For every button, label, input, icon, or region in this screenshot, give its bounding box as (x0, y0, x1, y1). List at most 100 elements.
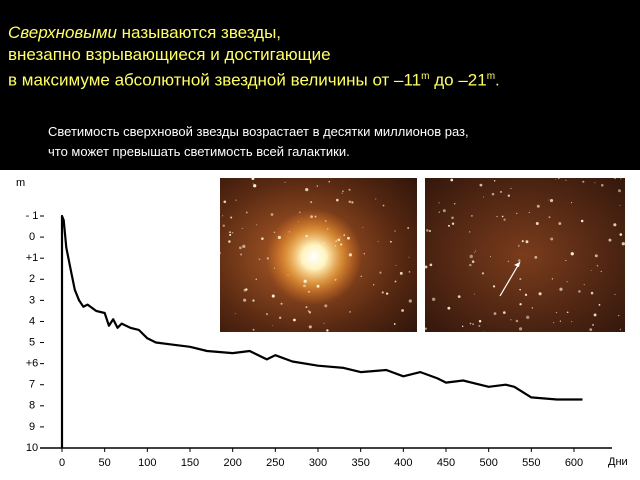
star (555, 178, 557, 180)
star (252, 328, 255, 331)
star (258, 258, 261, 261)
star (621, 242, 625, 246)
star (229, 231, 231, 234)
star (342, 190, 344, 193)
star (451, 216, 454, 220)
star (524, 293, 528, 296)
heading-line: Сверхновыми называются звезды, (8, 22, 500, 44)
superscript: m (486, 71, 496, 82)
star (329, 264, 331, 266)
heading-text: в максимуме абсолютной звездной величины… (8, 70, 422, 90)
star (519, 303, 522, 306)
superscript: m (421, 71, 430, 82)
star (507, 194, 510, 197)
star (394, 230, 396, 232)
star (583, 284, 585, 286)
star (593, 313, 597, 317)
star (266, 257, 269, 260)
star (238, 246, 242, 250)
star (483, 331, 485, 333)
star (375, 198, 377, 200)
star (472, 323, 474, 325)
star (308, 261, 312, 265)
star (324, 220, 327, 222)
star (337, 238, 341, 242)
star (570, 252, 574, 256)
star (381, 291, 384, 294)
star (519, 288, 521, 291)
star (271, 294, 275, 298)
star (231, 232, 234, 234)
star (525, 240, 529, 244)
star (474, 251, 476, 253)
star (429, 263, 433, 267)
star (373, 284, 375, 286)
star (305, 306, 308, 309)
star (256, 224, 258, 226)
star (580, 219, 584, 223)
star (496, 215, 498, 218)
star (222, 215, 224, 217)
star (493, 312, 497, 315)
star (559, 320, 562, 322)
note: Светимость сверхновой звезды возрастает … (48, 122, 469, 162)
star (235, 199, 237, 201)
star (389, 240, 392, 243)
star (450, 178, 454, 182)
star (252, 183, 254, 185)
star (517, 244, 520, 247)
star (303, 284, 306, 288)
light-curve (60, 214, 583, 448)
star (499, 190, 503, 194)
star (326, 329, 329, 332)
y-tick-label: 4 (29, 315, 35, 327)
x-tick-label: 600 (565, 457, 583, 469)
x-tick-label: 250 (266, 457, 284, 469)
star (469, 263, 472, 267)
y-tick-label: +6 (26, 358, 39, 370)
star (503, 218, 506, 221)
star (343, 234, 345, 236)
star (273, 267, 276, 269)
star (424, 265, 428, 269)
star (334, 278, 337, 281)
star (287, 274, 289, 276)
star (339, 236, 341, 238)
star (363, 253, 365, 255)
star (483, 196, 485, 198)
star (382, 204, 385, 207)
star (618, 189, 621, 193)
star (324, 304, 328, 308)
star (596, 264, 599, 267)
star (336, 198, 339, 202)
star (241, 227, 243, 230)
y-tick-label: 10 (26, 442, 38, 454)
star (272, 324, 273, 326)
star (379, 271, 382, 274)
star (278, 316, 282, 319)
y-tick-label: 0 (29, 231, 35, 243)
star (531, 307, 534, 309)
star (620, 178, 622, 180)
star (475, 250, 477, 252)
photo-after (425, 178, 625, 332)
star (327, 228, 329, 230)
star (481, 272, 485, 275)
star (471, 260, 475, 263)
star (528, 211, 530, 213)
star (340, 243, 343, 246)
star (518, 327, 523, 331)
x-tick-label: 100 (138, 457, 156, 469)
x-tick-label: 400 (394, 457, 412, 469)
star (548, 216, 551, 219)
star (555, 311, 558, 314)
star (438, 202, 440, 204)
star (317, 244, 321, 248)
star (461, 325, 464, 328)
star (234, 313, 236, 315)
star (313, 241, 315, 243)
star (424, 327, 427, 330)
y-tick-label: 2 (29, 273, 35, 285)
star (438, 211, 440, 213)
